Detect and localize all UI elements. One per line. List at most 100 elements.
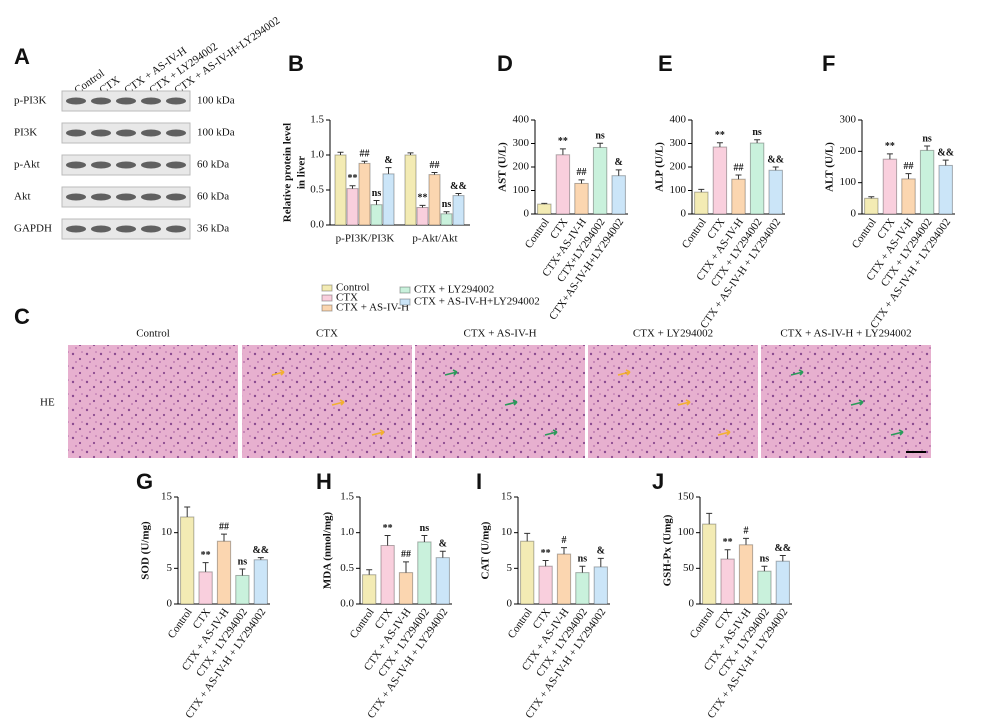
legend-swatch [321, 284, 333, 292]
significance-label: && [774, 543, 791, 554]
significance-label: ns [420, 523, 430, 534]
significance-label: ns [442, 199, 452, 210]
blot-band [116, 161, 136, 169]
y-tick-label: 200 [670, 161, 687, 173]
bar [555, 154, 571, 215]
bar [738, 544, 754, 605]
size-label: 100 kDa [197, 95, 235, 107]
bar [435, 557, 450, 605]
error-bar [559, 148, 566, 155]
bar [574, 182, 589, 215]
histology-image [415, 345, 585, 458]
panel-letter: G [136, 469, 153, 494]
error-bar [403, 561, 409, 573]
y-tick-label: 15 [161, 491, 173, 503]
bar [180, 516, 195, 605]
panel-letter: A [14, 44, 30, 69]
y-tick-label: 0 [167, 598, 173, 610]
error-bar [373, 200, 380, 205]
significance-label: ** [541, 548, 551, 559]
arrow [544, 429, 558, 436]
significance-label: ** [201, 550, 211, 561]
error-bar [541, 202, 548, 205]
bar [592, 146, 608, 215]
significance-label: && [767, 154, 784, 165]
image-title: CTX + AS-IV-H + LY294002 [780, 328, 911, 340]
blot-band [66, 161, 86, 169]
panel-letter: H [316, 469, 332, 494]
y-tick-label: 0.5 [340, 562, 354, 574]
panel-letter: B [288, 51, 304, 76]
bar [538, 565, 553, 605]
significance-label: && [252, 545, 269, 556]
arrow [331, 399, 345, 406]
error-bar [366, 569, 373, 575]
significance-label: ## [430, 160, 440, 171]
blot-band [91, 193, 111, 201]
y-tick-label: 100 [670, 184, 687, 196]
bar [611, 175, 626, 215]
significance-label: & [615, 157, 623, 168]
error-bar [257, 557, 264, 560]
significance-label: ** [885, 141, 895, 152]
bar [556, 553, 572, 605]
arrow [717, 429, 731, 436]
significance-label: ## [360, 149, 370, 160]
arrow [271, 369, 285, 376]
legend-label: CTX [336, 292, 358, 304]
bar [712, 146, 728, 215]
error-bar [384, 535, 391, 546]
y-tick-label: 10 [161, 526, 173, 538]
error-bar [761, 565, 768, 572]
error-bar [337, 151, 344, 155]
arrow [617, 369, 631, 376]
blot-band [66, 193, 86, 201]
significance-label: ** [418, 193, 428, 204]
bar [235, 574, 250, 605]
blot-band [66, 225, 86, 233]
legend-label: CTX + AS-IV-H [336, 302, 409, 314]
y-tick-label: 200 [513, 161, 530, 173]
bar [593, 566, 608, 605]
stain-label: HE [40, 397, 55, 409]
error-bar [202, 562, 209, 572]
error-bar [754, 139, 761, 144]
error-bar [407, 152, 414, 155]
significance-label: & [439, 539, 447, 550]
y-tick-label: 0 [689, 598, 695, 610]
image-title: CTX + LY294002 [633, 328, 713, 340]
row-label: Akt [14, 191, 31, 203]
histology-image [761, 345, 931, 458]
y-tick-label: 0.5 [310, 184, 324, 196]
row-label: p-Akt [14, 159, 40, 171]
error-bar [439, 550, 446, 558]
significance-label: && [450, 181, 467, 192]
bar [346, 188, 359, 226]
y-tick-label: 300 [840, 114, 857, 126]
bar [901, 178, 916, 215]
error-bar [184, 506, 191, 517]
bar [882, 158, 898, 215]
legend-label: Control [336, 282, 370, 294]
size-label: 100 kDa [197, 127, 235, 139]
image-title: Control [136, 328, 170, 340]
significance-label: ## [219, 521, 229, 532]
y-tick-label: 1.5 [340, 491, 354, 503]
panel-letter: D [497, 51, 513, 76]
significance-label: ** [383, 523, 393, 534]
bar [253, 559, 268, 605]
bar [768, 169, 783, 215]
error-bar [779, 554, 786, 562]
blot-band [116, 129, 136, 137]
bar [694, 191, 709, 215]
error-bar [772, 166, 779, 171]
y-tick-label: 0 [681, 208, 687, 220]
legend-swatch [399, 286, 411, 294]
bar [216, 540, 232, 605]
blot-band [91, 225, 111, 233]
blot-band [166, 225, 186, 233]
y-tick-label: 10 [501, 526, 513, 538]
error-bar [716, 142, 723, 148]
error-bar [706, 512, 713, 525]
blot-band [141, 225, 161, 233]
